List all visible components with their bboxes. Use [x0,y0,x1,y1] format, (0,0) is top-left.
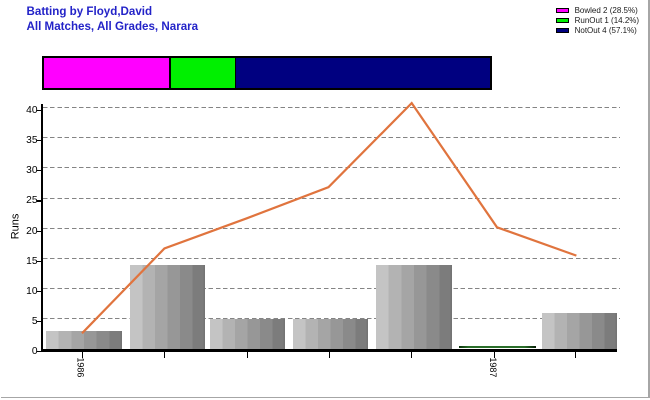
svg-text:1987: 1987 [488,357,498,377]
svg-text:1986: 1986 [76,357,86,377]
svg-text:Runs: Runs [10,213,22,239]
